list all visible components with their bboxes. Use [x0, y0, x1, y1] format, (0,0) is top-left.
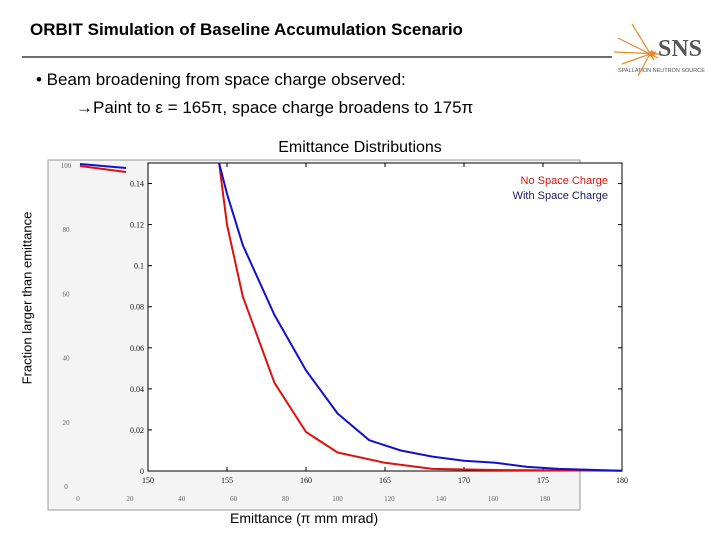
y-tick-label: 0.06 — [130, 344, 144, 353]
underlay-x-tick-label: 100 — [332, 495, 343, 503]
bullet-main: • Beam broadening from space charge obse… — [36, 70, 406, 89]
underlay-y-tick-label: 100 — [61, 162, 72, 170]
bullet-sub: →Paint to ε = 165π, space charge broaden… — [76, 98, 474, 117]
y-tick-label: 0.04 — [130, 385, 144, 394]
x-tick-label: 165 — [379, 476, 391, 485]
underlay-y-tick-label: 0 — [64, 483, 68, 491]
y-tick-label: 0.02 — [130, 426, 144, 435]
x-tick-label: 180 — [616, 476, 628, 485]
underlay-x-tick-label: 160 — [488, 495, 499, 503]
x-tick-label: 150 — [142, 476, 154, 485]
y-tick-label: 0.14 — [130, 180, 144, 189]
y-tick-label: 0.12 — [130, 221, 144, 230]
x-tick-label: 160 — [300, 476, 312, 485]
x-axis-label: Emittance (π mm mrad) — [230, 510, 379, 526]
underlay-x-tick-label: 0 — [76, 495, 80, 503]
x-tick-label: 170 — [458, 476, 470, 485]
underlay-x-tick-label: 180 — [540, 495, 551, 503]
underlay-y-tick-label: 40 — [63, 355, 71, 363]
underlay-x-tick-label: 60 — [230, 495, 238, 503]
underlay-y-tick-label: 20 — [63, 419, 71, 427]
plot-area — [147, 162, 623, 472]
underlay-x-tick-label: 120 — [384, 495, 395, 503]
logo-subtext: SPALLATION NEUTRON SOURCE — [618, 68, 705, 74]
underlay-y-tick-label: 80 — [63, 226, 71, 234]
x-tick-label: 175 — [537, 476, 549, 485]
underlay-x-tick-label: 80 — [282, 495, 290, 503]
legend-with-space-charge: With Space Charge — [513, 190, 608, 202]
logo-text: SNS — [658, 36, 702, 62]
underlay-red-fragment — [79, 165, 127, 173]
underlay-y-tick-label: 60 — [63, 290, 71, 298]
legend-no-space-charge: No Space Charge — [521, 175, 608, 187]
chart-title: Emittance Distributions — [278, 139, 442, 156]
underlay-blue-fragment — [79, 163, 127, 169]
y-tick-label: 0.1 — [134, 262, 144, 271]
x-tick-label: 155 — [221, 476, 233, 485]
underlay-x-tick-label: 40 — [178, 495, 186, 503]
no-space-charge-line — [218, 162, 623, 472]
title-divider — [22, 56, 612, 58]
y-tick-label: 0.08 — [130, 303, 144, 312]
with-space-charge-line — [218, 162, 623, 472]
y-tick-label: 0 — [140, 467, 144, 476]
underlay-x-tick-label: 140 — [436, 495, 447, 503]
slide-title: ORBIT Simulation of Baseline Accumulatio… — [30, 20, 463, 39]
underlay-x-tick-label: 20 — [126, 495, 134, 503]
sns-logo: SNS SPALLATION NEUTRON SOURCE — [613, 23, 705, 77]
